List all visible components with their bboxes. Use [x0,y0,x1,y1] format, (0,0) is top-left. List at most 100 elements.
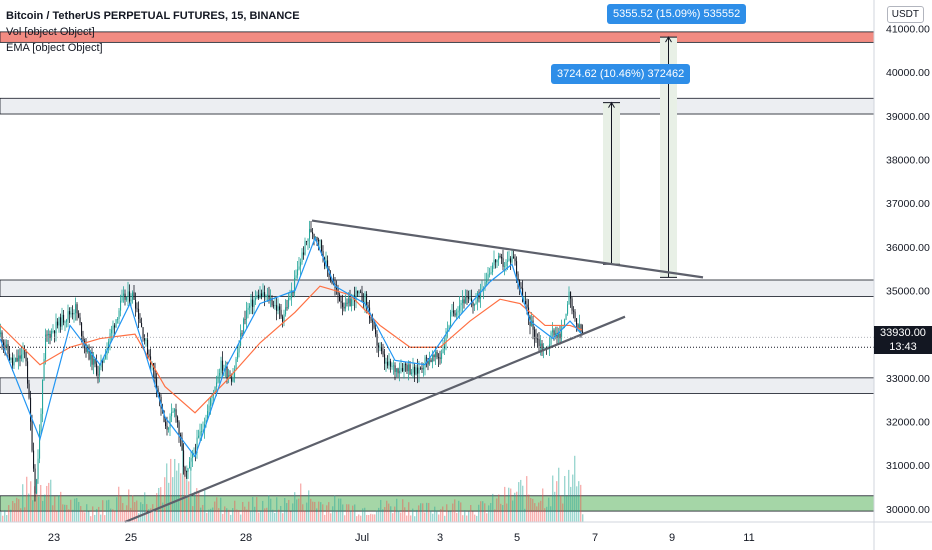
volume-bar [136,500,138,522]
candle-body [220,360,222,373]
volume-bar [42,500,44,522]
volume-bar [210,508,212,522]
volume-bar [116,497,118,522]
candle-body [442,349,444,354]
candle-body [145,339,147,341]
volume-bar [230,514,232,522]
candle-body [58,317,60,326]
volume-bar [232,508,234,522]
candle-body [94,358,96,364]
candle-body [282,316,284,322]
volume-bar [474,514,476,522]
candle-body [72,313,74,315]
candle-body [573,310,575,312]
volume-bar [352,505,354,522]
candle-body [81,322,83,336]
volume-bar [404,507,406,522]
candle-body [90,352,92,360]
price-tick-label: 31000.00 [886,460,930,472]
volume-bar [12,500,14,522]
candle-body [414,366,416,375]
volume-bar [478,504,480,522]
volume-bar [118,486,120,522]
volume-bar [570,486,572,522]
candle-body [48,334,50,336]
volume-bar [176,470,178,522]
candle-body [342,302,344,307]
volume-bar [542,488,544,522]
volume-bar [316,508,318,522]
price-tick-label: 33000.00 [886,373,930,385]
candle-body [538,339,540,346]
candle-body [346,302,348,304]
candle-body [238,345,240,353]
volume-bar [440,509,442,522]
volume-bar [392,513,394,522]
candle-body [357,290,359,294]
volume-bar [172,477,174,522]
volume-bar [274,512,276,522]
volume-bar [432,513,434,522]
candle-body [97,374,99,376]
trendline-descending [311,219,704,279]
volume-bar [460,502,462,522]
volume-bar [450,511,452,522]
volume-bar [34,486,36,522]
volume-bar [328,502,330,522]
volume-bar [54,496,56,522]
candle-body [111,329,113,334]
target-callout-2[interactable]: 5355.52 (15.09%) 535552 [607,4,747,24]
price-tick-label: 32000.00 [886,417,930,429]
candle-body [129,291,131,302]
volume-bar [108,499,110,522]
candle-body [12,357,14,366]
candle-body [558,333,560,339]
candle-body [366,293,368,305]
candle-body [315,236,317,238]
candle-body [570,291,572,299]
volume-bar [262,500,264,522]
ema-indicator-label[interactable]: EMA [object Object] [6,42,103,54]
candle-body [286,307,288,309]
target-callout-1[interactable]: 3724.62 (10.46%) 372462 [551,64,691,84]
candle-body [564,319,566,328]
candle-body [330,276,332,280]
candle-body [163,410,165,423]
candle-body [208,405,210,412]
volume-bar [286,503,288,522]
candle-body [466,296,468,298]
volume-bar [582,514,584,522]
candle-body [37,458,39,480]
candle-body [309,228,311,239]
candle-body [457,310,459,313]
symbol-title[interactable]: Bitcoin / TetherUS PERPETUAL FUTURES, 15… [6,10,300,22]
volume-bar [250,510,252,522]
candle-body [559,333,561,339]
volume-bar [380,499,382,522]
volume-bar [372,514,374,522]
volume-bar [218,508,220,522]
candle-body [535,337,537,339]
volume-bar [194,491,196,522]
volume-bar [332,506,334,522]
volume-bar [44,494,46,522]
candle-body [102,360,104,363]
volume-bar [430,510,432,522]
candle-body [82,335,84,341]
candle-body [63,314,65,323]
volume-indicator-label[interactable]: Vol [object Object] [6,26,95,38]
candle-body [186,471,188,473]
candle-body [16,357,18,362]
candle-body [241,333,243,335]
volume-bar [46,485,48,522]
currency-button[interactable]: USDT [886,6,924,23]
candle-body [424,357,426,368]
volume-bar [170,458,172,522]
candle-body [526,304,528,308]
candle-body [327,260,329,269]
volume-bar [244,506,246,522]
candle-body [468,296,470,299]
candle-body [79,317,81,323]
